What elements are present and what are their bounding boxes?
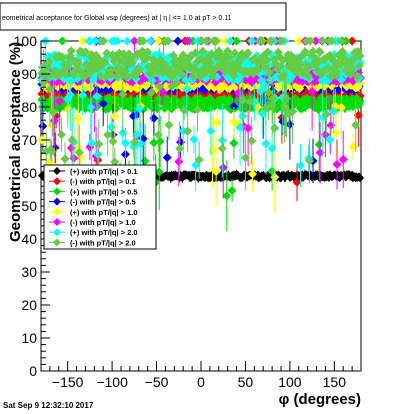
data-point <box>248 169 258 179</box>
data-point <box>153 36 163 46</box>
data-point <box>229 101 239 111</box>
data-point <box>122 36 132 46</box>
data-point <box>227 185 237 195</box>
data-point <box>355 96 365 106</box>
data-point <box>110 111 120 121</box>
data-point <box>212 118 222 128</box>
data-point <box>314 140 324 150</box>
data-point <box>232 36 242 46</box>
data-point <box>347 36 357 46</box>
data-point <box>247 36 257 46</box>
data-point <box>218 163 228 173</box>
data-point <box>92 91 102 101</box>
data-point <box>149 138 159 148</box>
data-point <box>55 96 65 106</box>
data-point <box>296 160 306 170</box>
data-point <box>38 121 48 131</box>
data-point <box>311 36 321 46</box>
data-point <box>338 154 348 164</box>
data-point <box>93 149 103 159</box>
data-point <box>206 126 216 136</box>
data-point <box>147 76 157 86</box>
data-point <box>260 81 270 91</box>
data-point <box>261 139 271 149</box>
data-point <box>154 167 164 177</box>
data-point <box>222 191 232 201</box>
data-point <box>145 36 155 46</box>
data-point <box>307 86 317 96</box>
data-point <box>120 138 130 148</box>
data-point <box>173 36 183 46</box>
data-point <box>112 36 122 46</box>
data-point <box>78 90 88 100</box>
data-point <box>90 36 100 46</box>
data-point <box>332 159 342 169</box>
data-point <box>86 102 96 112</box>
data-point <box>129 36 139 46</box>
data-point <box>229 138 239 148</box>
data-point <box>78 36 88 46</box>
data-point <box>325 135 335 145</box>
data-point <box>162 153 172 163</box>
data-point <box>356 174 365 183</box>
data-point <box>225 36 235 46</box>
data-point <box>182 84 192 94</box>
data-point <box>65 90 75 100</box>
data-point <box>57 36 67 46</box>
data-point <box>183 36 193 46</box>
data-point <box>174 157 184 167</box>
data-point <box>181 75 191 85</box>
data-point <box>336 103 346 113</box>
data-point <box>328 106 338 116</box>
chart-title-box: eometrical acceptance for Global vsφ (de… <box>0 2 287 31</box>
data-point <box>256 75 266 85</box>
chart-title: eometrical acceptance for Global vsφ (de… <box>2 15 232 22</box>
data-point <box>85 36 95 46</box>
data-point <box>211 166 221 176</box>
data-point <box>136 139 146 149</box>
data-point <box>292 177 302 187</box>
data-point <box>135 104 145 114</box>
data-point <box>294 36 304 46</box>
data-point <box>73 113 83 123</box>
data-point <box>87 138 97 148</box>
data-point <box>336 75 346 85</box>
data-point <box>98 99 108 109</box>
